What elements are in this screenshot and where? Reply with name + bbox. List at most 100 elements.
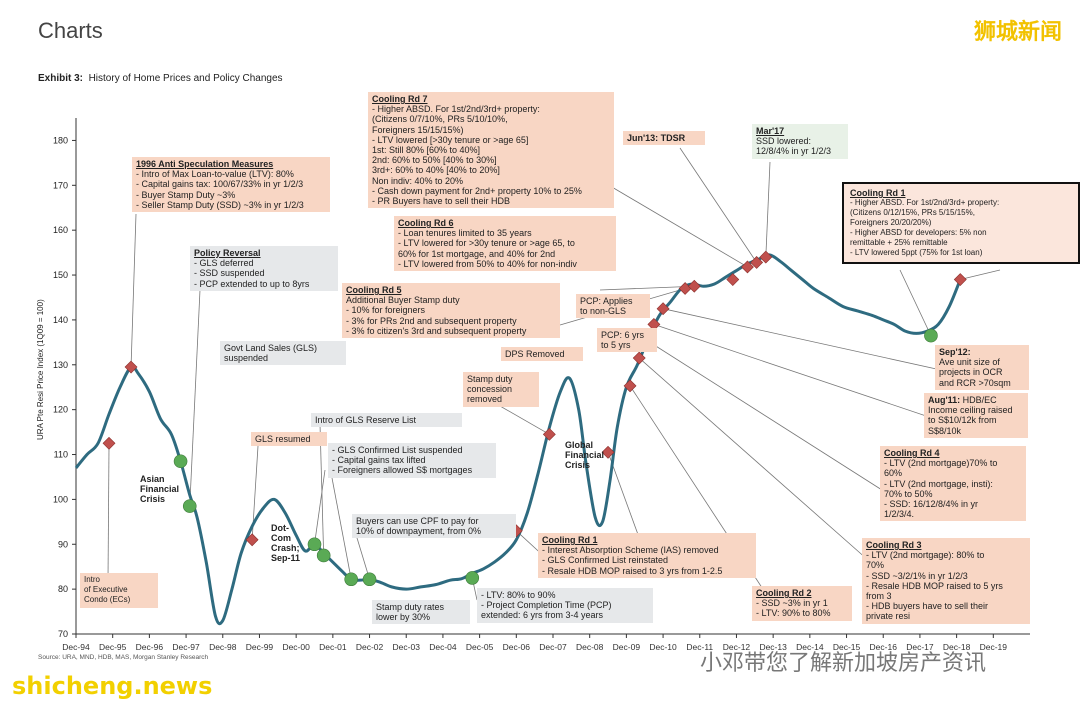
y-tick-label: 140: [53, 315, 68, 325]
y-tick-label: 180: [53, 135, 68, 145]
anti-speculation-1996-box: 1996 Anti Speculation Measures - Intro of…: [132, 157, 330, 213]
policy-diamond-marker: [953, 273, 967, 286]
policy-diamond-marker: [750, 256, 764, 269]
leader-line: [960, 269, 1001, 280]
watermark-site: shicheng.news: [12, 672, 213, 700]
price-index-line: [74, 253, 962, 626]
y-tick-label: 80: [58, 584, 68, 594]
y-tick-label: 130: [53, 360, 68, 370]
cooling-rd1-2017-box: Cooling Rd 1- Higher ABSD. For 1st/2nd/3…: [842, 182, 1080, 264]
easing-circle-marker: [173, 454, 188, 469]
policy-diamond-marker: [601, 445, 615, 459]
page-title: Charts: [38, 18, 103, 43]
easing-circle-marker: [307, 537, 322, 552]
cooling-rd5-box: Cooling Rd 5 Additional Buyer Stamp duty …: [342, 283, 560, 339]
easing-circle-marker: [316, 548, 331, 563]
x-tick-label: Dec-97: [172, 642, 200, 652]
leader-line: [653, 324, 939, 421]
x-tick-label: Dec-12: [723, 642, 751, 652]
policy-diamond-marker: [102, 436, 116, 450]
x-tick-label: Dec-07: [539, 642, 567, 652]
leader-line: [189, 289, 201, 507]
x-tick-label: Dec-17: [906, 642, 934, 652]
brand-logo-text: 狮城新闻: [973, 19, 1062, 44]
exhibit-number: Exhibit 3:: [38, 73, 84, 84]
leader-line: [130, 213, 137, 368]
chart-axes: 70 80 90 100 110 120 130 140 150 160 170 180 Dec-94 D…: [53, 118, 1030, 652]
x-tick-label: Dec-99: [246, 642, 274, 652]
pcp-non-gls-box: PCP: Applies to non-GLS: [576, 294, 650, 319]
gls-resumed-box: GLS resumed: [251, 432, 327, 447]
gfc-label: Global Financial Crisis: [565, 440, 605, 470]
x-tick-label: Dec-05: [466, 642, 494, 652]
x-tick-label: Dec-94: [62, 642, 90, 652]
leader-line: [662, 308, 951, 373]
leader-line: [679, 147, 757, 263]
leader-line: [638, 357, 869, 561]
cooling-rd1-2009-box: Cooling Rd 1- Interest Absorption Scheme…: [538, 533, 756, 578]
y-tick-label: 120: [53, 405, 68, 415]
x-tick-label: Dec-03: [393, 642, 421, 652]
x-tick-label: Dec-14: [796, 642, 824, 652]
x-tick-label: Dec-16: [870, 642, 898, 652]
easing-circle-marker: [182, 499, 197, 513]
y-tick-label: 100: [53, 494, 68, 504]
easing-circle-marker: [465, 571, 480, 585]
policy-diamond-marker: [656, 302, 670, 316]
policy-diamond-marker: [632, 351, 646, 365]
policy-markers: [102, 250, 967, 587]
policy-diamond-marker: [726, 273, 740, 286]
leader-line: [314, 469, 326, 545]
policy-diamond-marker: [542, 427, 556, 441]
leader-line: [765, 161, 771, 258]
x-tick-label: Dec-11: [686, 642, 713, 652]
x-tick-label: Dec-13: [759, 642, 787, 652]
pcp-6-to-5-box: PCP: 6 yrs to 5 yrs: [597, 328, 657, 353]
dotcom-crash-label: Dot- Com Crash; Sep-11: [271, 523, 301, 563]
policy-diamond-marker: [623, 379, 637, 393]
tdsr-box: Jun'13: TDSR: [623, 131, 705, 146]
x-tick-label: Dec-96: [136, 642, 164, 652]
cooling-rd4-box: Cooling Rd 4- LTV (2nd mortgage)70% to 6…: [880, 446, 1026, 522]
easing-circle-marker: [362, 572, 377, 587]
x-tick-label: Dec-09: [613, 642, 641, 652]
leader-line: [599, 179, 748, 268]
cooling-rd6-box: Cooling Rd 6- Loan tenures limited to 35…: [394, 216, 616, 272]
x-tick-label: Dec-04: [429, 642, 457, 652]
x-tick-label: Dec-00: [282, 642, 310, 652]
x-tick-label: Dec-95: [99, 642, 127, 652]
policy-diamond-marker: [687, 279, 701, 293]
exhibit-caption: Exhibit 3: History of Home Prices and Po…: [38, 73, 283, 84]
y-tick-label: 110: [54, 450, 68, 460]
ssd-lowered-2017-box: Mar'17 SSD lowered: 12/8/4% in yr 1/2/3: [752, 124, 848, 159]
executive-condo-box: Intro of Executive Condo (ECs): [80, 573, 158, 608]
easing-circle-marker: [924, 328, 938, 343]
x-tick-label: Dec-98: [209, 642, 237, 652]
leader-line: [899, 269, 932, 336]
leader-line: [331, 477, 352, 580]
dps-removed-box: DPS Removed: [501, 347, 583, 362]
easing-circle-marker: [344, 572, 358, 587]
y-tick-label: 170: [53, 180, 68, 190]
policy-diamond-marker: [741, 260, 754, 274]
policy-diamond-marker: [759, 250, 773, 264]
y-tick-label: 160: [53, 225, 68, 235]
x-tick-label: Dec-15: [833, 642, 861, 652]
x-tick-label: Dec-02: [356, 642, 384, 652]
leader-line: [646, 339, 883, 491]
ltv-90-box: - LTV: 80% to 90% - Project Completion T…: [477, 588, 653, 623]
stamp-duty-concession-box: Stamp duty concession removed: [463, 372, 539, 407]
x-tick-label: Dec-19: [980, 642, 1008, 652]
stamp-duty-lower-box: Stamp duty rates lower by 30%: [372, 600, 470, 625]
y-tick-label: 90: [58, 539, 68, 549]
policy-diamond-marker: [245, 533, 259, 547]
cpf-downpayment-box: Buyers can use CPF to pay for 10% of dow…: [352, 514, 516, 539]
x-tick-label: Dec-10: [649, 642, 677, 652]
leader-line: [599, 285, 695, 291]
x-tick-label: Dec-18: [943, 642, 971, 652]
aug11-box: Aug'11: HDB/EC Income ceiling raised to …: [924, 393, 1028, 438]
policy-reversal-box: Policy Reversal - GLS deferred - SSD susp…: [190, 246, 338, 291]
x-tick-label: Dec-08: [576, 642, 604, 652]
exhibit-title: History of Home Prices and Policy Change…: [88, 73, 283, 84]
gls-confirmed-box: - GLS Confirmed List suspended - Capital…: [328, 443, 496, 478]
